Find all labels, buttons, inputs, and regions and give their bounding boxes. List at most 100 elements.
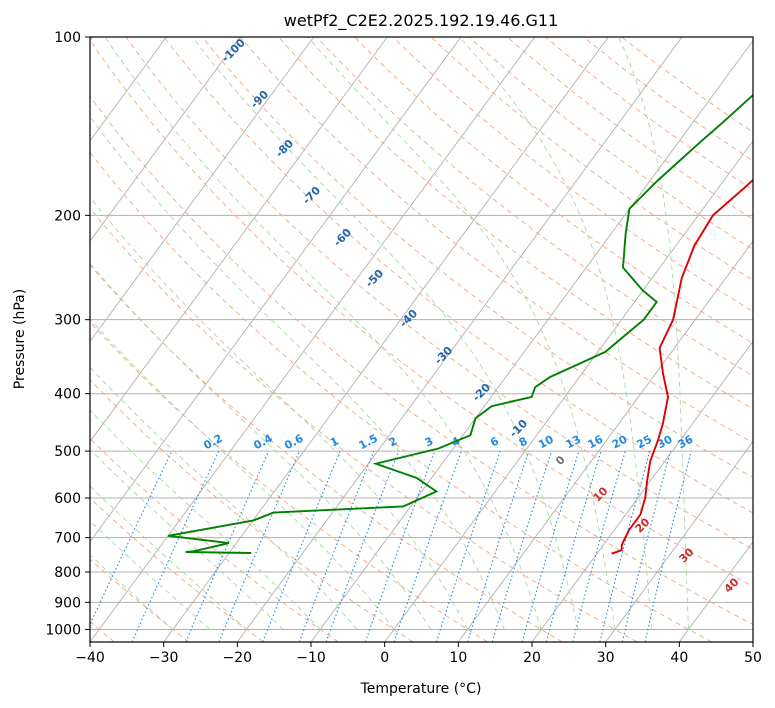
isotherm-label: -90 (248, 88, 271, 111)
isotherm-label: 30 (677, 545, 697, 565)
x-tick-label: −40 (75, 650, 105, 666)
y-axis: 100 200 300 400 500 600 700 800 900 1000 (45, 30, 90, 638)
chart-title: wetPf2_C2E2.2025.192.19.46.G11 (284, 11, 558, 31)
isotherm-label: -30 (432, 344, 455, 367)
isotherm-line (90, 37, 536, 642)
dry-adiabat-line (163, 37, 753, 514)
isotherm-line (384, 140, 753, 642)
mixing-ratio-label: 3 (423, 434, 436, 449)
dry-adiabat-line (90, 95, 753, 626)
dry-adiabat-line (90, 321, 488, 642)
moist-adiabat-line (191, 37, 579, 630)
x-tick-label: 10 (449, 650, 467, 666)
mixing-ratio-line (364, 450, 436, 642)
x-tick-label: 30 (597, 650, 615, 666)
dry-adiabat-line (90, 264, 563, 642)
sounding-profiles (167, 93, 753, 555)
y-axis-label: Pressure (hPa) (12, 289, 28, 389)
plot-frame (89, 36, 754, 643)
dry-adiabat-line (354, 37, 753, 344)
mixing-ratio-label: 1.5 (357, 432, 380, 453)
mixing-ratio-line (262, 450, 341, 642)
mixing-ratio-line (572, 450, 626, 642)
mixing-ratio-label: 13 (563, 433, 583, 452)
mixing-ratio-line (393, 450, 463, 642)
mixing-ratio-label: 10 (536, 433, 556, 452)
x-tick-label: −30 (149, 650, 179, 666)
isotherm-label: -50 (363, 267, 386, 290)
x-tick-label: 40 (670, 650, 688, 666)
y-tick-label: 600 (54, 491, 81, 507)
dry-adiabat-line (315, 37, 753, 377)
isotherm-line (90, 37, 315, 343)
y-tick-label: 400 (54, 387, 81, 403)
dry-adiabat-line (90, 379, 414, 642)
dewpoint-profile (167, 93, 753, 554)
moist-adiabat-line (90, 318, 395, 630)
isotherm-label: 0 (553, 453, 568, 468)
mixing-ratio-label: 20 (610, 433, 630, 452)
isotherm-label: 20 (633, 515, 653, 535)
x-axis: −40 −30 −20 −10 0 10 20 30 40 50 (75, 642, 762, 666)
dry-adiabat-line (90, 207, 638, 642)
dry-adiabat-line (90, 151, 712, 642)
mixing-ratio-line (435, 450, 501, 642)
isotherm-line (531, 340, 753, 642)
isotherm-line (90, 37, 167, 142)
moist-adiabat-line (90, 409, 321, 630)
y-tick-label: 700 (54, 531, 81, 547)
moist-adiabat-line (90, 115, 505, 630)
moist-adiabat-line (90, 196, 468, 630)
isotherm-label: -80 (273, 137, 296, 160)
y-tick-label: 100 (54, 30, 81, 46)
y-tick-label: 1000 (45, 622, 81, 638)
x-tick-label: −10 (296, 650, 326, 666)
mixing-ratio-line (325, 450, 400, 642)
dry-adiabat-line (277, 37, 753, 410)
moist-adiabat-line (90, 448, 284, 630)
mixing-ratio-label: 30 (655, 433, 675, 452)
mixing-ratio-line (599, 450, 651, 642)
mixing-ratio-label: 16 (586, 433, 606, 452)
dry-adiabat-line (90, 558, 190, 642)
mixing-ratio-line (298, 450, 375, 642)
mixing-ratio-line (545, 450, 602, 642)
isotherm-line (90, 37, 241, 242)
y-tick-label: 300 (54, 313, 81, 329)
mixing-ratio-label: 6 (488, 434, 501, 449)
background-lines (90, 37, 753, 642)
isotherm-label: -60 (331, 226, 354, 249)
isotherm-label: -20 (470, 381, 493, 404)
mixing-ratio-line (521, 450, 580, 642)
y-tick-label: 800 (54, 565, 81, 581)
moist-adiabat-line (104, 37, 542, 630)
x-tick-label: 20 (523, 650, 541, 666)
dry-adiabat-line (125, 37, 753, 550)
mixing-ratio-label: 0.4 (251, 432, 275, 453)
isotherm-line (90, 37, 388, 443)
dry-adiabat-line (90, 437, 339, 642)
isotherm-line (163, 37, 609, 642)
isotherm-line (752, 641, 753, 642)
isotherm-label: -70 (300, 184, 323, 207)
isotherm-label: -100 (219, 36, 248, 65)
dry-adiabat-line (90, 497, 264, 642)
mixing-ratio-label: 36 (676, 433, 696, 452)
moist-adiabat-line (90, 262, 432, 630)
isotherm-label: -10 (507, 417, 530, 440)
moist-adiabat-line (90, 520, 210, 630)
y-tick-label: 500 (54, 444, 81, 460)
moist-adiabat-line (90, 554, 174, 630)
temperature-profile (611, 178, 753, 555)
isotherm-line (236, 37, 683, 642)
x-axis-label: Temperature (°C) (360, 681, 482, 697)
moist-adiabat-line (307, 37, 616, 630)
mixing-ratio-line (131, 450, 220, 642)
dry-adiabat-line (430, 37, 753, 281)
mixing-ratio-label: 2 (387, 434, 400, 449)
dry-adiabat-line (582, 37, 753, 162)
dry-adiabat-line (239, 37, 753, 444)
isotherm-line (605, 440, 753, 642)
moist-adiabat-line (618, 37, 690, 630)
